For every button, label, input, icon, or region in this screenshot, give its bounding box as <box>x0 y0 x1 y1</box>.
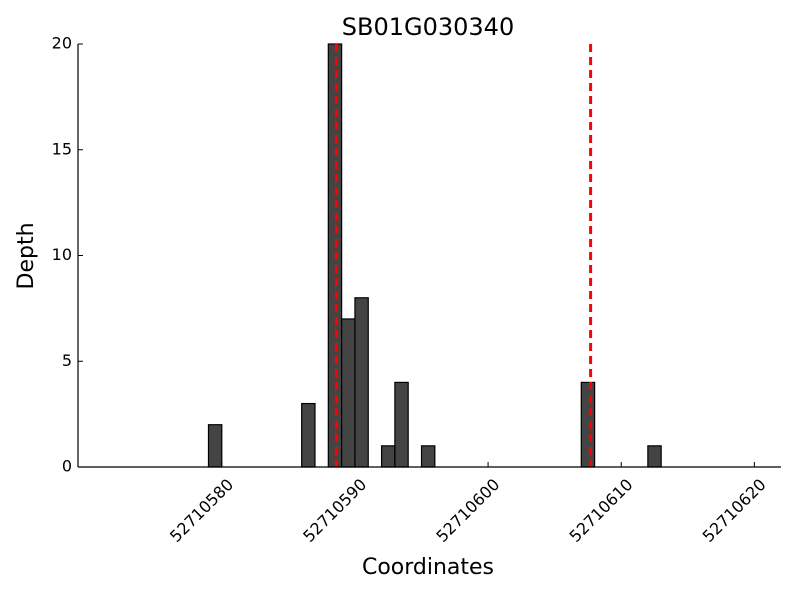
chart-title: SB01G030340 <box>342 13 514 41</box>
x-tick-label: 52710580 <box>166 475 237 546</box>
bar <box>301 402 316 468</box>
bar <box>354 297 369 468</box>
y-tick-label: 20 <box>52 34 72 53</box>
bar <box>394 381 409 468</box>
bar <box>380 445 396 468</box>
y-tick-label: 5 <box>62 351 72 370</box>
x-tick-label: 52710590 <box>299 475 370 546</box>
y-tick-label: 0 <box>62 457 72 476</box>
x-tick-label: 52710620 <box>699 475 770 546</box>
bar <box>420 445 436 468</box>
bar <box>207 424 223 468</box>
y-axis-label: Depth <box>14 222 39 289</box>
x-tick-label: 52710600 <box>432 475 503 546</box>
bar <box>580 381 596 468</box>
bar <box>341 318 356 468</box>
x-tick-label: 52710610 <box>566 475 637 546</box>
y-tick-label: 10 <box>52 245 72 264</box>
x-axis-label: Coordinates <box>362 555 494 580</box>
y-tick-label: 15 <box>52 139 72 158</box>
bar <box>647 445 662 468</box>
